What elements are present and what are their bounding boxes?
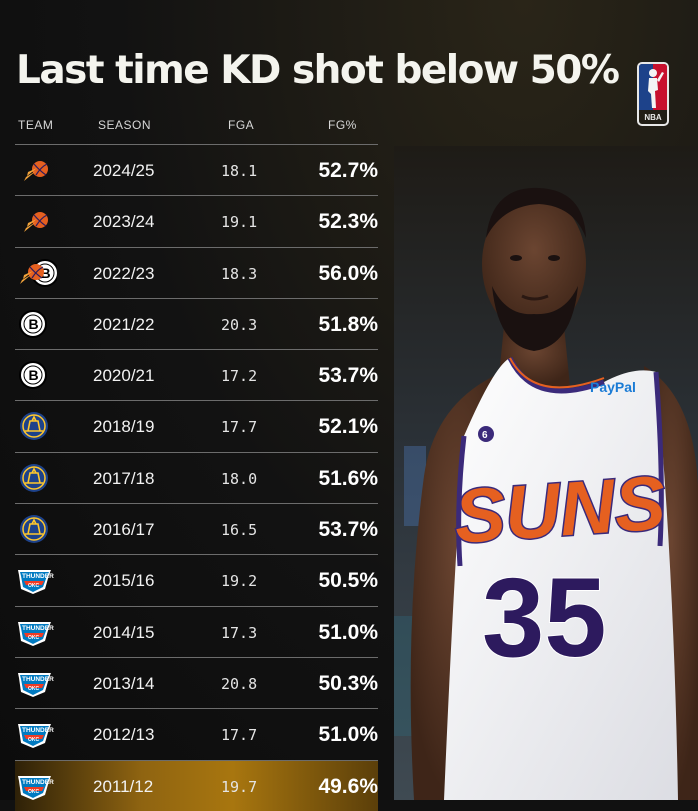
table-row: THUNDER OKC 2012/13 17.7 51.0% xyxy=(15,708,378,759)
header-fga: FGA xyxy=(228,118,255,132)
fga-cell: 17.7 xyxy=(221,726,258,745)
season-cell: 2021/22 xyxy=(93,314,155,334)
table-row: B 2022/23 18.3 56.0% xyxy=(15,246,378,298)
fga-cell: 19.2 xyxy=(221,572,258,591)
svg-text:THUNDER: THUNDER xyxy=(22,727,54,734)
svg-text:B: B xyxy=(29,316,39,332)
season-cell: 2014/15 xyxy=(93,622,155,642)
thunder-logo-icon: THUNDER OKC xyxy=(15,617,57,647)
svg-text:THUNDER: THUNDER xyxy=(22,779,54,786)
fga-cell: 18.0 xyxy=(221,469,258,488)
player-photo: PayPal 6 SUNS 35 xyxy=(394,146,698,800)
header-fg-pct: FG% xyxy=(328,118,357,132)
fga-cell: 18.1 xyxy=(221,162,258,180)
svg-text:OKC: OKC xyxy=(28,789,40,795)
header-season: SEASON xyxy=(98,118,152,132)
fga-cell: 17.2 xyxy=(221,367,258,386)
fg-pct-cell: 50.5% xyxy=(318,569,378,593)
warriors-logo-icon xyxy=(15,411,57,441)
fg-pct-cell: 52.1% xyxy=(318,415,378,439)
table-row: THUNDER OKC 2015/16 19.2 50.5% xyxy=(15,554,378,605)
table-row: B 2020/21 17.2 53.7% xyxy=(15,349,378,400)
warriors-logo-icon xyxy=(15,463,57,493)
season-cell: 2015/16 xyxy=(93,571,155,591)
nets-logo-icon: B xyxy=(15,309,57,339)
thunder-logo-icon: THUNDER OKC xyxy=(15,719,57,749)
table-row: THUNDER OKC 2014/15 17.3 51.0% xyxy=(15,605,378,657)
header-team: TEAM xyxy=(18,118,54,132)
suns-logo-icon xyxy=(15,206,57,236)
fg-pct-cell: 49.6% xyxy=(318,774,378,798)
fg-pct-cell: 51.0% xyxy=(318,723,378,747)
nets-logo-icon: B xyxy=(15,360,57,390)
svg-text:OKC: OKC xyxy=(28,583,40,589)
fg-pct-cell: 52.7% xyxy=(318,159,378,182)
season-cell: 2011/12 xyxy=(93,776,154,796)
fga-cell: 17.7 xyxy=(221,418,258,437)
fg-pct-cell: 56.0% xyxy=(318,261,378,285)
svg-text:OKC: OKC xyxy=(28,635,40,641)
svg-text:B: B xyxy=(41,265,51,281)
svg-text:THUNDER: THUNDER xyxy=(22,573,54,580)
nba-logo-text: NBA xyxy=(644,113,662,122)
season-cell: 2024/25 xyxy=(93,161,155,180)
suns-nets-logo-icon: B xyxy=(15,258,59,288)
fga-cell: 20.3 xyxy=(221,315,258,334)
fg-pct-cell: 53.7% xyxy=(318,518,378,542)
svg-text:6: 6 xyxy=(482,430,488,441)
fg-pct-cell: 53.7% xyxy=(318,364,378,388)
fga-cell: 19.1 xyxy=(221,213,258,232)
fga-cell: 18.3 xyxy=(221,264,258,283)
fg-pct-cell: 50.3% xyxy=(318,671,378,695)
table-row: 2023/24 19.1 52.3% xyxy=(15,195,378,246)
svg-text:OKC: OKC xyxy=(28,686,40,692)
season-cell: 2023/24 xyxy=(93,212,155,232)
season-cell: 2017/18 xyxy=(93,468,155,488)
page-title: Last time KD shot below 50% xyxy=(16,48,620,93)
fga-cell: 16.5 xyxy=(221,521,258,540)
table-row: 2024/25 18.1 52.7% xyxy=(15,144,378,195)
warriors-logo-icon xyxy=(15,514,57,544)
svg-text:B: B xyxy=(29,367,39,383)
fg-pct-cell: 52.3% xyxy=(318,210,378,234)
fg-pct-cell: 51.8% xyxy=(318,312,378,336)
season-cell: 2013/14 xyxy=(93,673,155,693)
stats-table: 2024/25 18.1 52.7% 2023/24 19.1 52.3% B 2022/23… xyxy=(15,144,378,811)
table-row: B 2021/22 20.3 51.8% xyxy=(15,297,378,349)
fga-cell: 19.7 xyxy=(221,777,258,796)
fga-cell: 17.3 xyxy=(221,623,258,642)
suns-logo-icon xyxy=(15,155,57,185)
table-row: THUNDER OKC 2013/14 20.8 50.3% xyxy=(15,656,378,708)
table-row: 2018/19 17.7 52.1% xyxy=(15,400,378,451)
season-cell: 2016/17 xyxy=(93,520,155,540)
season-cell: 2022/23 xyxy=(93,263,155,283)
table-row: 2016/17 16.5 53.7% xyxy=(15,503,378,554)
thunder-logo-icon: THUNDER OKC xyxy=(15,565,57,595)
svg-text:OKC: OKC xyxy=(28,737,40,743)
jersey-wordmark: SUNS xyxy=(452,460,669,560)
nba-logo-icon: NBA xyxy=(637,62,669,126)
table-row-highlighted: THUNDER OKC 2011/12 19.7 49.6% xyxy=(15,759,378,811)
svg-text:THUNDER: THUNDER xyxy=(22,676,54,683)
season-cell: 2020/21 xyxy=(93,366,155,386)
fg-pct-cell: 51.6% xyxy=(318,466,378,490)
svg-text:THUNDER: THUNDER xyxy=(22,625,54,632)
thunder-logo-icon: THUNDER OKC xyxy=(15,668,57,698)
fga-cell: 20.8 xyxy=(221,674,258,693)
season-cell: 2012/13 xyxy=(93,725,155,745)
sponsor-logo: PayPal xyxy=(590,379,636,395)
fg-pct-cell: 51.0% xyxy=(318,620,378,644)
thunder-logo-icon: THUNDER OKC xyxy=(15,771,57,801)
jersey-number: 35 xyxy=(482,555,607,680)
season-cell: 2018/19 xyxy=(93,417,155,437)
table-row: 2017/18 18.0 51.6% xyxy=(15,451,378,503)
